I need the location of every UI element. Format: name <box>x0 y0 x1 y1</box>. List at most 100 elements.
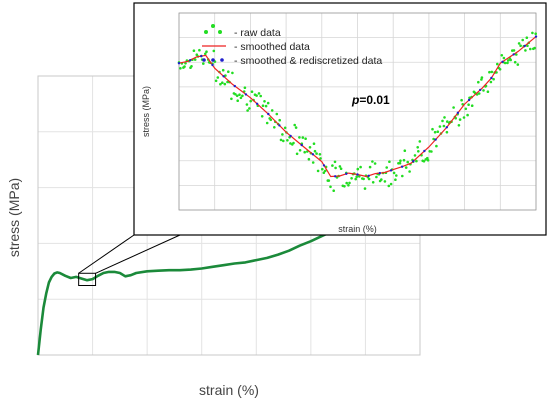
raw-data-point <box>512 49 516 52</box>
raw-data-point <box>212 49 216 53</box>
rediscretized-point <box>423 149 426 153</box>
raw-data-point <box>375 175 378 179</box>
raw-data-point <box>304 137 307 140</box>
legend-label-raw: - raw data <box>234 27 281 39</box>
rediscretized-point <box>244 93 248 96</box>
raw-data-point <box>389 182 393 186</box>
raw-data-point <box>457 124 461 127</box>
raw-data-point <box>385 166 389 169</box>
raw-data-point <box>367 177 371 181</box>
raw-data-point <box>294 126 298 129</box>
inset-series <box>177 31 538 192</box>
raw-data-point <box>363 187 367 190</box>
zoom-box <box>78 272 97 287</box>
rediscretized-point <box>479 88 482 92</box>
raw-data-point <box>477 92 481 95</box>
raw-data-point <box>442 124 446 128</box>
raw-data-point <box>221 68 225 72</box>
rediscretized-point <box>534 35 538 38</box>
raw-data-point <box>454 116 458 120</box>
p-value: =0.01 <box>359 93 390 107</box>
main-y-axis-label: stress (MPa) <box>6 178 22 257</box>
raw-data-point <box>221 81 224 84</box>
raw-data-point <box>202 62 205 65</box>
raw-data-point <box>388 160 391 163</box>
raw-data-point <box>358 175 361 178</box>
raw-data-point <box>292 141 295 145</box>
raw-data-point <box>329 185 332 189</box>
rediscretized-point <box>378 171 381 175</box>
rediscretized-point <box>311 153 315 156</box>
raw-data-point <box>295 152 299 156</box>
raw-data-point <box>521 38 524 42</box>
raw-data-point <box>498 68 502 71</box>
raw-data-point <box>332 189 336 192</box>
raw-data-point <box>255 94 258 97</box>
raw-data-point <box>383 180 387 183</box>
raw-data-point <box>323 169 327 173</box>
p-value-annotation: p=0.01 <box>351 93 390 107</box>
raw-data-point <box>183 65 186 68</box>
raw-data-point <box>315 152 318 155</box>
inset-chart: - raw data - smoothed data - smoothed & … <box>133 2 547 236</box>
raw-data-point <box>438 125 442 128</box>
raw-data-point <box>489 80 493 84</box>
raw-data-point <box>249 99 252 103</box>
raw-data-point <box>198 48 201 52</box>
raw-data-point <box>339 167 343 170</box>
raw-data-point <box>331 164 334 167</box>
rediscretized-point <box>412 160 415 163</box>
raw-data-point <box>327 179 331 182</box>
raw-data-point <box>265 121 269 125</box>
rediscretized-point <box>389 169 393 172</box>
raw-data-point <box>462 116 466 119</box>
rediscretized-point <box>200 54 203 58</box>
raw-data-point <box>338 165 342 168</box>
raw-data-point <box>430 150 433 153</box>
rediscretized-point <box>189 59 192 62</box>
rediscretized-point <box>356 173 359 176</box>
raw-data-point <box>362 177 365 181</box>
zoom-connector-left <box>78 234 135 274</box>
raw-data-point <box>392 171 396 175</box>
raw-data-point <box>303 150 307 154</box>
rediscretized-point <box>289 134 292 138</box>
raw-data-point <box>282 139 285 143</box>
rediscretized-point <box>322 164 326 167</box>
raw-data-point <box>426 156 429 160</box>
raw-data-point <box>266 101 270 105</box>
rediscretized-point <box>490 76 493 80</box>
raw-data-point <box>422 160 426 163</box>
inset-plot-area <box>178 12 537 211</box>
raw-data-point <box>466 113 469 117</box>
raw-data-point <box>531 31 534 35</box>
rediscretized-point <box>334 175 337 178</box>
raw-data-point <box>298 149 302 152</box>
raw-data-point <box>347 184 350 187</box>
rediscretized-point <box>211 63 214 67</box>
raw-data-point <box>417 150 420 153</box>
raw-data-point <box>525 36 529 39</box>
raw-data-point <box>490 70 494 74</box>
rediscretized-point <box>445 126 448 129</box>
raw-data-point <box>261 104 265 107</box>
legend-marker-rediscretized <box>211 58 215 62</box>
raw-data-point <box>355 175 359 178</box>
raw-data-point <box>359 165 362 169</box>
raw-data-point <box>509 58 512 62</box>
raw-data-point <box>387 184 391 188</box>
inset-legend: - raw data - smoothed data - smoothed & … <box>202 24 382 67</box>
raw-data-point <box>415 159 418 163</box>
raw-data-point <box>279 138 283 142</box>
raw-data-point <box>368 165 372 169</box>
raw-data-point <box>219 82 222 86</box>
raw-data-point <box>273 126 276 129</box>
raw-data-point <box>234 93 237 96</box>
raw-data-point <box>356 167 360 171</box>
raw-data-point <box>246 109 249 112</box>
raw-data-point <box>399 159 402 162</box>
main-series <box>36 220 355 356</box>
raw-data-point <box>515 53 518 56</box>
raw-data-point <box>334 166 337 170</box>
raw-data-point <box>482 89 485 92</box>
